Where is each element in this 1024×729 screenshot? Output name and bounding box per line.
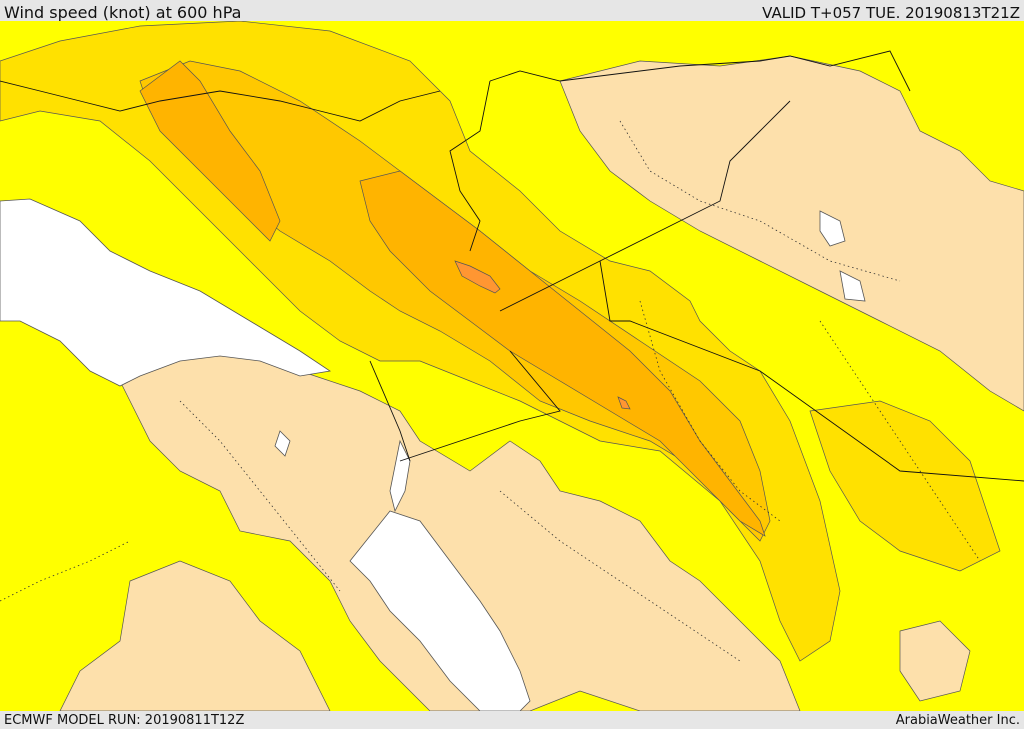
gulf-of-suez: [274, 430, 291, 457]
mediterranean-sea: [0, 198, 332, 387]
water-bodies: [0, 198, 866, 711]
border-jordan-saudi: [499, 100, 791, 312]
borders: [0, 50, 1024, 482]
wind-speed-map: [0, 21, 1024, 711]
orange-band-west: [139, 60, 281, 242]
footer-bar: ECMWF MODEL RUN: 20190811T12Z ArabiaWeat…: [0, 711, 1024, 729]
coast-turkey: [0, 80, 441, 122]
gold-band-east: [809, 400, 1001, 572]
core-area-saudi: [617, 396, 631, 410]
credit-text: ArabiaWeather Inc.: [895, 713, 1020, 728]
low-wind-area-east: [559, 55, 1024, 412]
model-run: ECMWF MODEL RUN: 20190811T12Z: [4, 713, 245, 728]
orange-band-center: [359, 170, 766, 537]
header-bar: Wind speed (knot) at 600 hPa VALID T+057…: [0, 0, 1024, 22]
red-sea: [349, 510, 531, 711]
valid-time: VALID T+057 TUE. 20190813T21Z: [762, 4, 1020, 22]
border-levant: [489, 50, 911, 92]
border-israel: [369, 360, 411, 462]
admin-line-5: [819, 320, 981, 562]
low-wind-area-east-south: [899, 620, 971, 702]
admin-boundaries: [0, 120, 981, 662]
border-saudi-north: [599, 260, 1024, 482]
map-title: Wind speed (knot) at 600 hPa: [4, 3, 242, 22]
low-wind-area-southwest: [59, 560, 331, 711]
lake-east: [819, 210, 846, 247]
border-saudi-kuwait: [399, 350, 561, 462]
gulf-of-aqaba: [389, 439, 411, 513]
wind-band-core: [454, 260, 631, 410]
admin-line-2: [639, 300, 781, 522]
core-area-jordan: [454, 260, 501, 294]
lake-east-2: [839, 270, 866, 302]
border-syria-iraq: [449, 80, 491, 252]
wind-band-orange: [139, 60, 766, 537]
